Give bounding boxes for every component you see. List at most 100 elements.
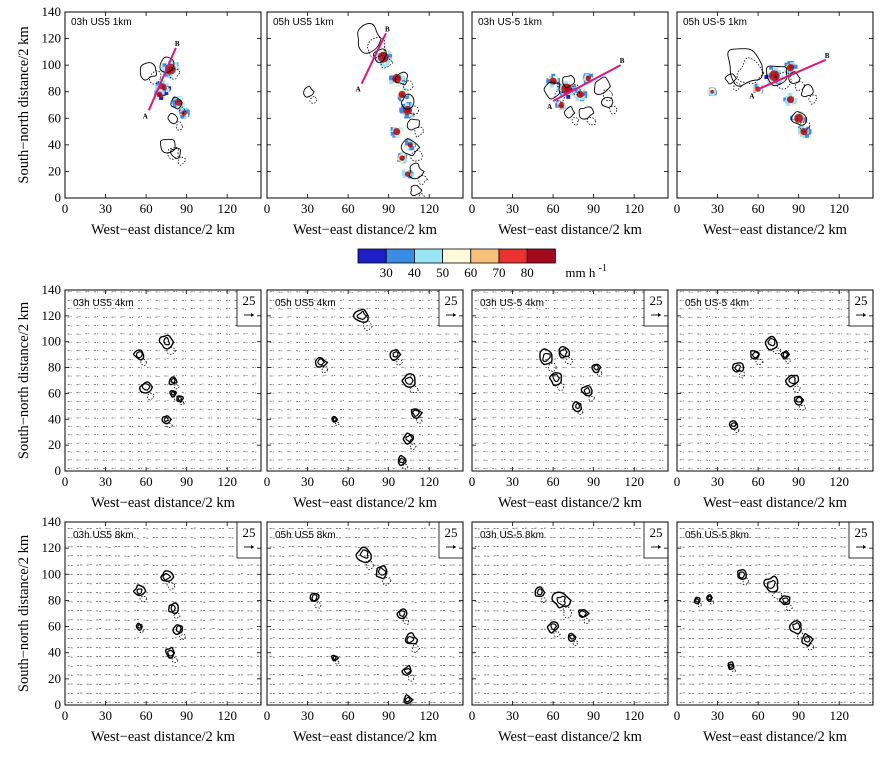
contour-line bbox=[728, 420, 739, 430]
wind-vector bbox=[632, 367, 637, 369]
wind-vector bbox=[335, 646, 341, 648]
reference-vector-label: 25 bbox=[650, 293, 663, 308]
wind-vector bbox=[650, 333, 655, 335]
wind-vector bbox=[247, 628, 253, 630]
contour-line bbox=[695, 598, 700, 603]
wind-vector bbox=[588, 467, 593, 469]
wind-vector bbox=[181, 308, 186, 310]
wind-vector bbox=[85, 367, 90, 369]
x-tick-label: 0 bbox=[674, 201, 681, 216]
wind-vector bbox=[316, 674, 323, 676]
wind-vector bbox=[512, 601, 518, 603]
wind-vector bbox=[269, 619, 275, 621]
reference-vector-label: 25 bbox=[445, 525, 458, 540]
reference-vector-arrowhead bbox=[863, 313, 866, 317]
y-tick-label: 0 bbox=[55, 463, 62, 478]
wind-vector bbox=[811, 467, 816, 469]
wind-vector bbox=[723, 307, 728, 309]
contour-line bbox=[556, 595, 566, 606]
precip-core bbox=[786, 96, 795, 104]
contour-line-negative bbox=[146, 392, 155, 401]
panel-content: AB bbox=[303, 23, 428, 198]
x-tick-label: 30 bbox=[711, 708, 724, 723]
wind-vector bbox=[190, 656, 196, 658]
wind-vector bbox=[181, 333, 186, 335]
x-tick-label: 90 bbox=[382, 201, 395, 216]
wind-vector bbox=[849, 655, 856, 657]
contour-line bbox=[396, 608, 408, 620]
contour-line bbox=[550, 623, 558, 631]
plot-frame bbox=[676, 289, 874, 472]
precip-cell bbox=[400, 75, 405, 80]
contour-line bbox=[394, 71, 408, 86]
contour-line bbox=[558, 345, 571, 359]
wind-vector bbox=[200, 628, 206, 630]
wind-vector bbox=[745, 692, 751, 694]
contour-line bbox=[401, 664, 412, 676]
contour-line bbox=[375, 565, 388, 580]
wind-vector bbox=[247, 574, 253, 576]
x-tick-label: 60 bbox=[342, 708, 355, 723]
wind-vector bbox=[802, 646, 808, 648]
wind-vector bbox=[181, 665, 187, 667]
y-tick-label: 100 bbox=[42, 57, 62, 72]
contour-line bbox=[801, 633, 814, 647]
wind-vector bbox=[77, 536, 83, 538]
contour-line-negative bbox=[178, 633, 187, 641]
wind-vector bbox=[831, 646, 837, 648]
contour-line-negative bbox=[180, 401, 185, 406]
x-tick-label: 30 bbox=[301, 708, 314, 723]
plot-frame bbox=[471, 11, 669, 199]
precip-cell bbox=[385, 58, 390, 63]
wind-vector bbox=[288, 573, 294, 575]
precip-core bbox=[576, 90, 584, 98]
precip-cell bbox=[399, 97, 404, 102]
panel-content bbox=[679, 527, 873, 704]
precip-cell bbox=[172, 99, 177, 104]
wind-vector bbox=[181, 600, 187, 602]
wind-vector bbox=[492, 468, 497, 470]
contour-line bbox=[406, 118, 420, 131]
wind-vector bbox=[278, 409, 283, 411]
wind-vector bbox=[111, 392, 116, 394]
x-tick-label: 30 bbox=[301, 201, 314, 216]
precip-cell bbox=[575, 95, 580, 100]
panel-title: 05h US-5 4km bbox=[685, 298, 749, 309]
wind-vector bbox=[146, 434, 151, 436]
reference-vector-label: 25 bbox=[855, 293, 868, 308]
contour-line bbox=[736, 568, 747, 580]
wind-vector bbox=[67, 656, 73, 658]
wind-vector bbox=[366, 425, 371, 427]
contour-line bbox=[707, 595, 712, 601]
wind-vector bbox=[607, 665, 613, 667]
wind-vector bbox=[146, 349, 151, 352]
panel-title: 05h US-5 1km bbox=[683, 17, 747, 28]
wind-vector bbox=[864, 434, 869, 436]
reference-vector-arrowhead bbox=[658, 545, 661, 549]
wind-vector bbox=[474, 409, 479, 411]
precip-cell bbox=[404, 103, 409, 108]
contour-line-negative bbox=[177, 156, 186, 166]
wind-vector bbox=[864, 409, 869, 411]
contour-line bbox=[591, 363, 602, 374]
reference-vector-arrowhead bbox=[658, 313, 661, 317]
wind-vector bbox=[706, 316, 711, 318]
x-axis-label: West−east distance/2 km bbox=[91, 495, 236, 511]
x-tick-label: 0 bbox=[674, 708, 681, 723]
wind-vector bbox=[635, 656, 641, 658]
precip-core bbox=[403, 105, 413, 115]
contour-line-negative bbox=[553, 631, 561, 638]
wind-vector bbox=[152, 665, 158, 667]
wind-vector bbox=[868, 582, 873, 584]
wind-vector bbox=[411, 537, 417, 539]
wind-vector bbox=[793, 601, 799, 603]
contour-line bbox=[410, 408, 424, 419]
wind-vector bbox=[96, 619, 102, 621]
y-axis-label: South−north distance/2 km bbox=[16, 26, 32, 184]
wind-vector bbox=[129, 341, 134, 343]
wind-vector bbox=[859, 601, 865, 603]
precip-cell bbox=[778, 75, 783, 80]
precip-cell bbox=[410, 145, 415, 150]
wind-vector bbox=[155, 467, 160, 469]
y-tick-label: 80 bbox=[48, 360, 61, 375]
